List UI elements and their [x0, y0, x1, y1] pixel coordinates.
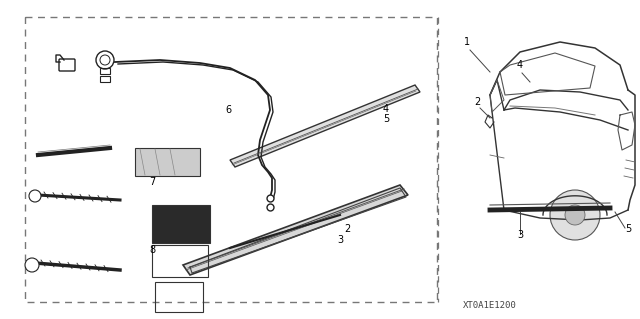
Text: 3: 3 — [517, 230, 523, 240]
Text: 4: 4 — [517, 60, 523, 70]
Bar — [152, 245, 208, 277]
Text: 2: 2 — [474, 97, 480, 107]
Text: 3: 3 — [337, 235, 343, 245]
Text: XT0A1E1200: XT0A1E1200 — [463, 300, 517, 309]
Circle shape — [29, 190, 41, 202]
Bar — [25, 17, 437, 302]
Bar — [135, 148, 200, 176]
Text: 5: 5 — [383, 114, 389, 124]
Text: 5: 5 — [625, 224, 631, 234]
Polygon shape — [230, 85, 420, 167]
Text: 2: 2 — [344, 224, 350, 234]
Circle shape — [565, 205, 585, 225]
Bar — [155, 282, 203, 312]
Text: 7: 7 — [149, 177, 155, 187]
Bar — [152, 205, 210, 243]
Text: 6: 6 — [225, 105, 231, 115]
Circle shape — [25, 258, 39, 272]
Polygon shape — [183, 185, 408, 275]
Text: 4: 4 — [383, 104, 389, 114]
Text: 8: 8 — [149, 245, 155, 255]
Circle shape — [550, 190, 600, 240]
Text: 1: 1 — [464, 37, 470, 47]
